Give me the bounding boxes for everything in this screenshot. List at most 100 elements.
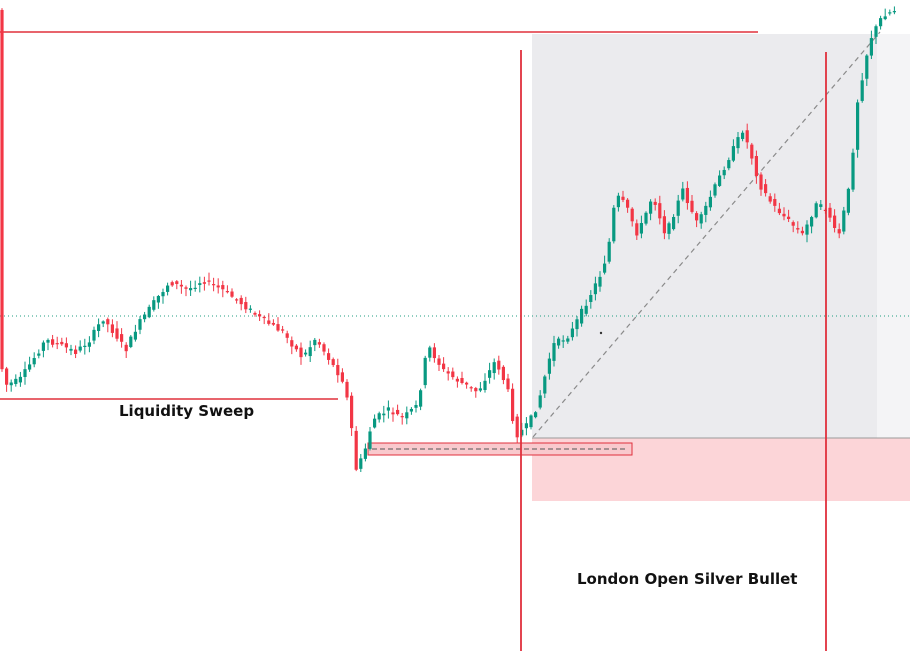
candle-body: [290, 340, 294, 347]
candle-body: [750, 144, 754, 159]
candle-body: [74, 349, 78, 354]
candle-body: [97, 324, 101, 332]
candle-body: [759, 174, 763, 190]
candle-body: [198, 283, 202, 285]
candle-body: [152, 300, 156, 310]
candle-body: [391, 412, 395, 415]
candle-body: [667, 223, 671, 234]
candle-body: [814, 203, 818, 218]
candle-body: [731, 146, 735, 161]
liquidity-sweep-label: Liquidity Sweep: [119, 402, 255, 420]
candle-body: [713, 184, 717, 196]
candle-body: [718, 175, 722, 186]
candle-body: [630, 208, 634, 222]
candle-body: [55, 343, 59, 345]
candle-body: [524, 423, 528, 429]
candle-body: [745, 130, 749, 143]
candle-body: [888, 12, 892, 14]
candle-body: [787, 216, 791, 219]
candle-body: [313, 339, 317, 346]
candle-body: [446, 371, 450, 374]
candle-body: [649, 201, 653, 214]
candle-body: [672, 216, 676, 230]
candle-body: [580, 308, 584, 324]
candle-body: [777, 208, 781, 214]
candle-body: [9, 382, 13, 386]
candle-body: [281, 329, 285, 331]
candle-body: [874, 26, 878, 37]
candle-body: [695, 213, 699, 221]
candle-body: [244, 302, 248, 310]
candle-body: [681, 188, 685, 200]
candle-body: [32, 357, 36, 365]
candle-body: [883, 16, 887, 20]
candle-body: [106, 319, 110, 325]
candle-body: [800, 230, 804, 234]
candle-body: [768, 196, 772, 202]
candle-body: [529, 415, 533, 428]
candle-body: [644, 212, 648, 224]
candle-body: [534, 412, 538, 418]
candle-body: [202, 282, 206, 284]
candle-body: [543, 376, 547, 394]
candle-body: [115, 328, 119, 339]
candle-body: [639, 223, 643, 234]
candle-body: [189, 288, 193, 291]
candle-body: [501, 366, 505, 381]
candle-body: [653, 201, 657, 205]
candle-body: [483, 380, 487, 390]
candle-body: [308, 347, 312, 357]
candle-body: [423, 357, 427, 386]
killzone-label: London Open Silver Bullet: [577, 570, 798, 588]
candle-body: [175, 281, 179, 284]
candle-body: [860, 80, 864, 101]
candle-body: [892, 11, 896, 13]
candle-body: [616, 195, 620, 208]
candle-body: [626, 199, 630, 208]
candle-body: [796, 228, 800, 230]
candle-body: [690, 200, 694, 212]
candle-body: [110, 324, 114, 333]
candle-body: [248, 308, 252, 310]
candle-body: [138, 319, 142, 330]
candle-body: [754, 156, 758, 177]
candle-body: [474, 388, 478, 392]
candle-body: [368, 431, 372, 449]
candle-body: [120, 334, 124, 342]
candle-body: [133, 331, 137, 340]
candle-body: [253, 312, 257, 315]
candle-body: [837, 229, 841, 234]
candle-body: [699, 214, 703, 224]
candle-body: [828, 207, 832, 218]
candle-body: [552, 343, 556, 361]
candle-body: [810, 217, 814, 227]
candle-body: [488, 370, 492, 378]
candle-body: [561, 340, 565, 342]
candle-body: [258, 314, 262, 317]
candle-body: [28, 364, 32, 370]
candle-body: [87, 342, 91, 347]
candle-body: [0, 9, 4, 370]
candle-body: [294, 345, 298, 350]
candle-body: [869, 38, 873, 56]
candle-body: [538, 395, 542, 408]
candle-body: [336, 365, 340, 376]
candle-body: [575, 319, 579, 330]
price-marker-dot: [599, 331, 603, 335]
candle-body: [515, 416, 519, 438]
candle-body: [350, 395, 354, 429]
candle-body: [377, 413, 381, 420]
candle-body: [331, 359, 335, 366]
candle-body: [469, 387, 473, 389]
candle-body: [193, 287, 197, 290]
candle-body: [166, 285, 170, 292]
candle-body: [156, 296, 160, 303]
candles-group: [0, 6, 896, 473]
candle-body: [276, 324, 280, 331]
candle-body: [405, 412, 409, 419]
candle-body: [216, 285, 220, 288]
candle-body: [101, 321, 105, 324]
candle-body: [879, 18, 883, 27]
candle-body: [235, 299, 239, 301]
candle-body: [819, 204, 823, 207]
